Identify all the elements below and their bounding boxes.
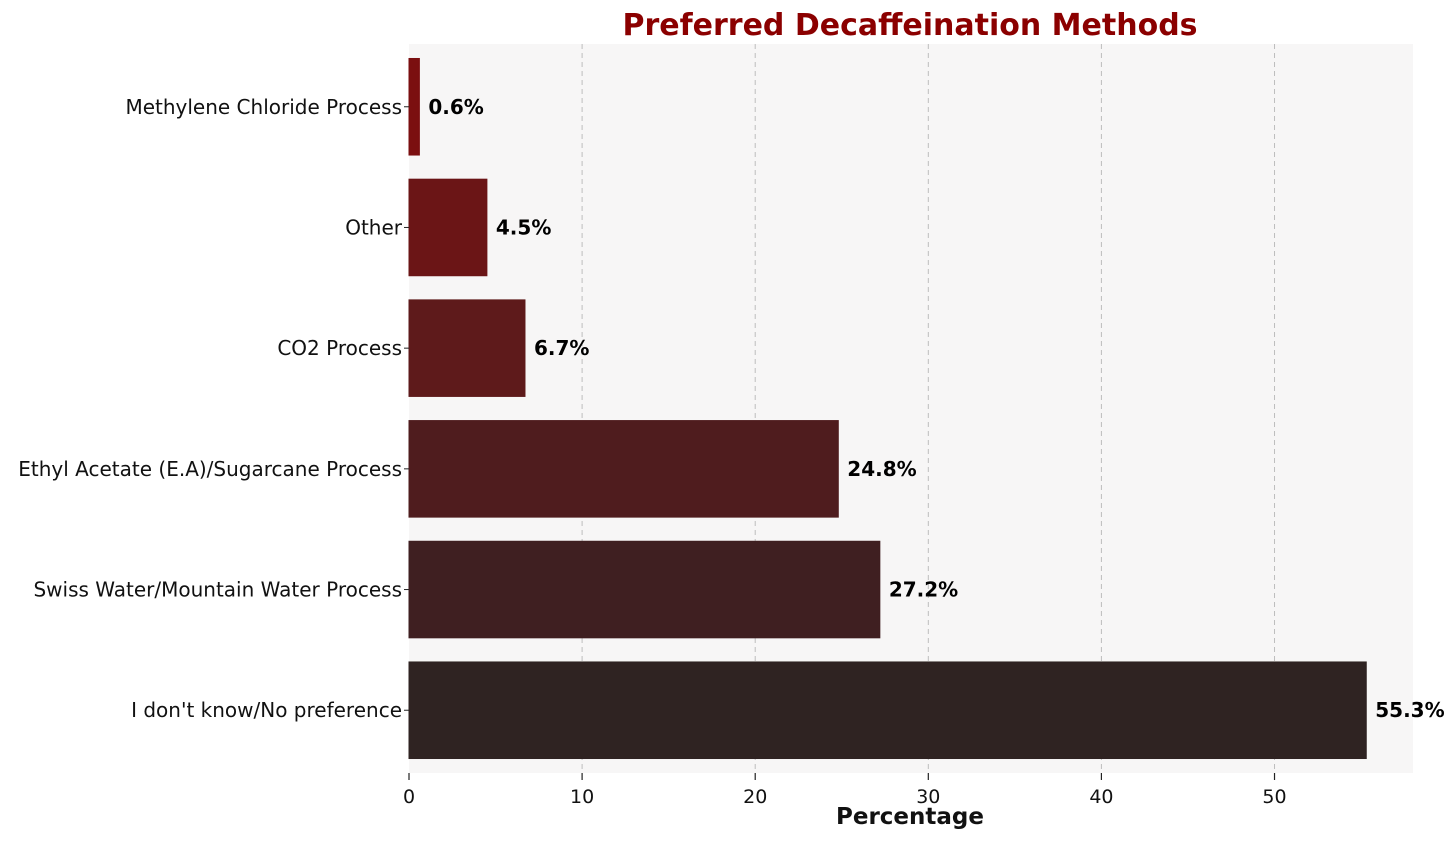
bar (408, 178, 488, 277)
x-axis-ticks: 0 10 20 30 40 50 (403, 106, 1287, 808)
x-tick-label: 30 (916, 786, 940, 808)
value-labels: 55.3% 27.2% 24.8% 6.7% 4.5% 0.6% (428, 95, 1444, 722)
bar-value-label: 24.8% (847, 457, 916, 481)
category-label: Ethyl Acetate (E.A)/Sugarcane Process (18, 457, 402, 481)
x-tick-label: 40 (1089, 786, 1113, 808)
bar (408, 57, 420, 156)
x-tick-label: 20 (743, 786, 767, 808)
category-label: I don't know/No preference (131, 698, 402, 722)
category-labels: I don't know/No preference Swiss Water/Mo… (18, 95, 403, 722)
category-label: Methylene Chloride Process (125, 95, 402, 119)
category-label: Other (345, 215, 403, 239)
bar (408, 420, 839, 518)
x-tick-label: 50 (1262, 786, 1286, 808)
x-axis-label: Percentage (836, 804, 984, 830)
x-tick-label: 10 (570, 786, 594, 808)
bar-value-label: 4.5% (496, 215, 551, 239)
bar (408, 661, 1367, 760)
bar-value-label: 0.6% (428, 95, 483, 119)
bar-value-label: 27.2% (889, 578, 958, 602)
bar (408, 299, 526, 397)
bar-value-label: 55.3% (1375, 698, 1444, 722)
category-label: CO2 Process (277, 336, 402, 360)
bar-value-label: 6.7% (534, 336, 589, 360)
bars (408, 57, 1367, 760)
x-tick-label: 0 (403, 786, 415, 808)
grid-lines (581, 44, 1276, 773)
category-label: Swiss Water/Mountain Water Process (33, 578, 402, 602)
chart-title: Preferred Decaffeination Methods (622, 8, 1197, 43)
bar (408, 540, 881, 639)
plot-background (409, 44, 1413, 773)
